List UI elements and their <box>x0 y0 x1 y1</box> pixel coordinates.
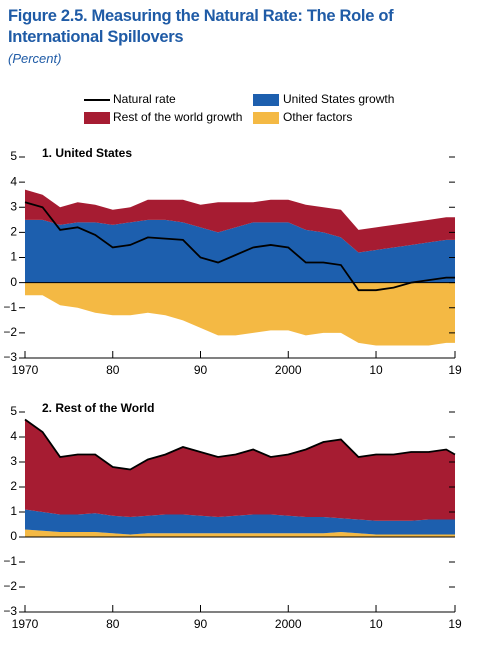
x-tick-label: 1970 <box>12 617 39 631</box>
line <box>24 201 455 292</box>
y-tick-label: 5 <box>10 149 17 163</box>
y-tick-label: 3 <box>10 454 17 468</box>
x-tick-label: 10 <box>369 617 383 631</box>
area <box>25 509 455 535</box>
y-tick-label: 4 <box>10 429 17 443</box>
legend-label: Rest of the world growth <box>113 110 242 124</box>
area <box>25 282 455 346</box>
x-tick-label: 80 <box>106 617 120 631</box>
area <box>25 189 455 253</box>
y-tick-label: −2 <box>3 325 17 339</box>
y-tick-label: 1 <box>10 504 17 518</box>
figure-title: Figure 2.5. Measuring the Natural Rate: … <box>8 7 394 46</box>
line <box>24 418 456 471</box>
x-tick-label: 2000 <box>275 363 302 377</box>
y-tick-label: 0 <box>10 275 17 289</box>
y-tick-label: −1 <box>3 300 17 314</box>
y-tick-label: 2 <box>10 479 17 493</box>
y-tick-label: 5 <box>10 404 17 418</box>
figure-subtitle: (Percent) <box>8 51 62 66</box>
y-tick-label: −1 <box>3 554 17 568</box>
x-tick-label: 90 <box>194 617 208 631</box>
x-tick-label: 10 <box>369 363 383 377</box>
legend-swatch <box>84 112 110 124</box>
legend-label: Other factors <box>283 110 352 124</box>
x-tick-label: 19 <box>448 363 462 377</box>
area <box>25 419 455 521</box>
panel-title: 1. United States <box>42 146 132 160</box>
legend-label: Natural rate <box>113 92 176 106</box>
panel-title: 2. Rest of the World <box>42 401 154 415</box>
x-tick-label: 1970 <box>12 363 39 377</box>
y-tick-label: 4 <box>10 174 17 188</box>
legend-swatch <box>253 112 279 124</box>
x-tick-label: 2000 <box>275 617 302 631</box>
x-tick-label: 80 <box>106 363 120 377</box>
legend-label: United States growth <box>283 92 394 106</box>
x-tick-label: 19 <box>448 617 462 631</box>
y-tick-label: 0 <box>10 529 17 543</box>
area <box>25 219 455 283</box>
y-tick-label: 2 <box>10 225 17 239</box>
y-tick-label: 1 <box>10 250 17 264</box>
y-tick-label: 3 <box>10 199 17 213</box>
y-tick-label: −3 <box>3 604 17 618</box>
y-tick-label: −2 <box>3 579 17 593</box>
x-tick-label: 90 <box>194 363 208 377</box>
y-tick-label: −3 <box>3 350 17 364</box>
legend-swatch <box>253 94 279 106</box>
